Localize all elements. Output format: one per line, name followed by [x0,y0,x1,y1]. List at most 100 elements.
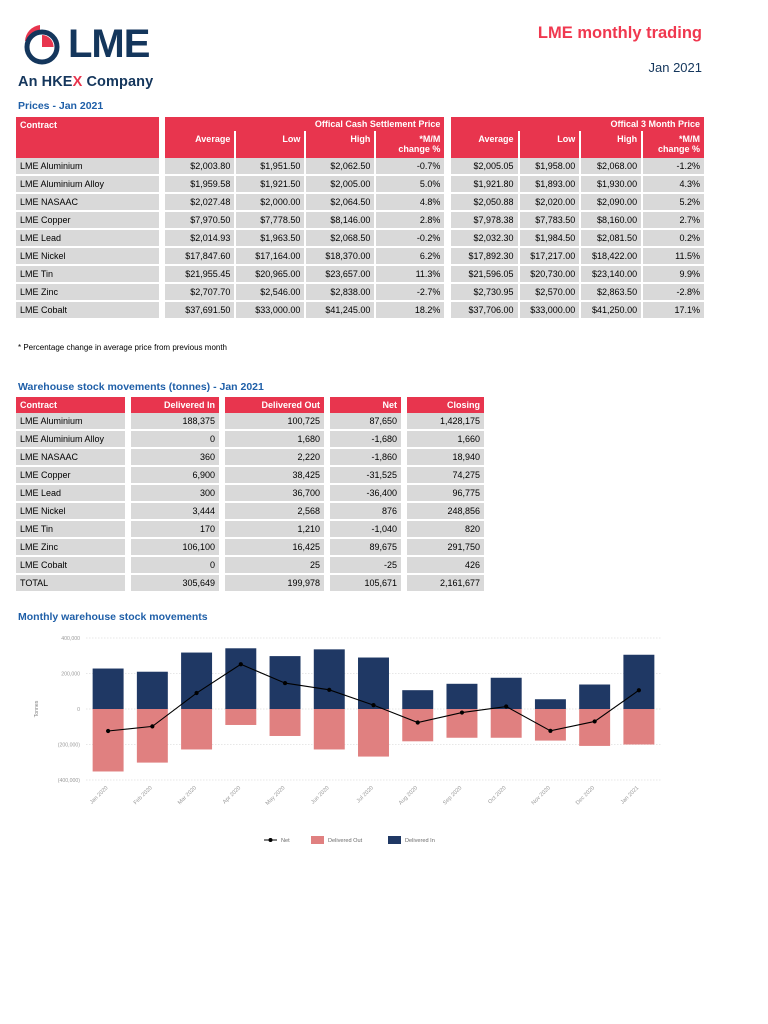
chart-net-marker [327,687,332,692]
warehouse-header-spacer [325,397,330,413]
warehouse-spacer-cell [402,574,407,592]
prices-spacer-cell [445,265,451,283]
prices-value-cell: $20,965.00 [235,265,307,284]
prices-value-cell: 6.2% [375,247,447,266]
prices-value-cell: $37,691.50 [165,301,237,320]
warehouse-spacer-cell [402,430,407,448]
prices-value-cell: $7,970.50 [165,211,237,230]
prices-value-cell: $7,778.50 [235,211,307,230]
prices-value-cell: $2,570.00 [518,283,582,302]
chart-bar-delivered-in [490,677,522,709]
warehouse-value-cell: 300 [131,484,221,503]
prices-value-cell: $2,005.05 [450,158,520,176]
warehouse-contract-cell: LME Zinc [16,538,127,557]
prices-section-title: Prices - Jan 2021 [18,100,104,112]
warehouse-header-net: Net [330,397,403,413]
warehouse-spacer-cell [325,574,330,592]
warehouse-spacer-cell [220,502,225,520]
legend-swatch-delivered-out [311,836,324,844]
warehouse-value-cell: 36,700 [225,484,326,503]
prices-subheader-cash-average: Average [165,131,237,158]
chart-bar-delivered-out [490,709,522,738]
warehouse-header-spacer [402,397,407,413]
chart-net-marker [415,720,420,725]
warehouse-value-cell: -1,040 [330,520,403,539]
prices-value-cell: 11.5% [642,247,704,266]
prices-subheader-cash-low: Low [235,131,307,158]
prices-subheader-3m-average: Average [450,131,520,158]
warehouse-spacer-cell [325,448,330,466]
chart-bar-delivered-in [402,690,434,709]
prices-value-cell: $17,847.60 [165,247,237,266]
prices-value-cell: $2,020.00 [518,193,582,212]
chart-bar-delivered-out [358,709,389,757]
warehouse-value-cell: 1,428,175 [407,413,484,431]
prices-spacer-cell [160,175,166,193]
prices-value-cell: $2,838.00 [305,283,377,302]
prices-spacer-cell [160,247,166,265]
prices-table: Contract Offical Cash Settlement Price O… [16,117,704,320]
prices-value-cell: $17,217.00 [518,247,582,266]
chart-xtick-label: Nov 2020 [531,785,552,806]
prices-header-spacer-2 [445,117,451,158]
page-title: LME monthly trading [537,24,702,42]
prices-value-cell: -0.7% [375,158,447,176]
prices-value-cell: $17,164.00 [235,247,307,266]
chart-bar-delivered-out [579,709,611,746]
prices-value-cell: $21,955.45 [165,265,237,284]
prices-contract-cell: LME Nickel [16,247,162,266]
chart-ytick-label: 200,000 [61,672,80,678]
warehouse-value-cell: -31,525 [330,466,403,485]
prices-value-cell: 2.7% [642,211,704,230]
prices-value-cell: $2,707.70 [165,283,237,302]
warehouse-value-cell: 1,210 [225,520,326,539]
prices-value-cell: -2.7% [375,283,447,302]
chart-bar-delivered-out [92,709,124,772]
chart-net-marker [106,728,111,734]
table-row: LME Aluminium 188,375 100,725 87,650 1,428,1… [16,413,484,431]
table-row: LME Nickel $17,847.60 $17,164.00 $18,370.00… [16,247,704,266]
prices-contract-cell: LME Zinc [16,283,162,302]
warehouse-contract-cell: TOTAL [16,574,127,593]
table-row: LME Copper $7,970.50 $7,778.50 $8,146.00 2.8… [16,211,704,230]
prices-spacer-cell [160,211,166,229]
legend-label-delivered-in: Delivered In [405,838,435,844]
warehouse-value-cell: 820 [407,520,484,539]
chart-net-marker [504,704,509,709]
prices-value-cell: $8,160.00 [580,211,644,230]
prices-contract-cell: LME Aluminium Alloy [16,175,162,194]
prices-value-cell: $2,546.00 [235,283,307,302]
prices-spacer-cell [445,229,451,247]
table-row: LME Tin $21,955.45 $20,965.00 $23,657.00 11.… [16,265,704,284]
prices-footnote: * Percentage change in average price fro… [18,343,228,352]
warehouse-contract-cell: LME Aluminium Alloy [16,430,127,449]
prices-value-cell: $23,657.00 [305,265,377,284]
chart-xtick-label: Sep 2020 [442,785,463,806]
prices-value-cell: $1,958.00 [518,158,582,176]
logo-row: LME [18,18,208,70]
report-month: Jan 2021 [648,60,703,75]
table-row: LME Copper 6,900 38,425 -31,525 74,275 [16,466,484,485]
prices-value-cell: $1,959.58 [165,175,237,194]
chart-xtick-label: Aug 2020 [398,785,419,806]
chart-bar-delivered-in [358,657,389,709]
prices-subheader-3m-mm-l2: change % [657,144,700,154]
table-row: LME Aluminium Alloy 0 1,680 -1,680 1,660 [16,430,484,449]
chart-bar-delivered-in [136,671,168,709]
warehouse-header-spacer [220,397,225,413]
warehouse-spacer-cell [126,574,131,592]
chart-xtick-label: Jul 2020 [356,785,375,804]
chart-bar-delivered-out [402,709,434,742]
chart-bar-delivered-in [181,652,213,709]
prices-value-cell: $1,921.50 [235,175,307,194]
warehouse-value-cell: -25 [330,556,403,575]
warehouse-value-cell: 199,978 [225,574,326,593]
table-row: LME Lead $2,014.93 $1,963.50 $2,068.50 -0.2%… [16,229,704,248]
warehouse-value-cell: 87,650 [330,413,403,431]
table-row: LME Nickel 3,444 2,568 876 248,856 [16,502,484,521]
chart-net-marker [282,680,288,686]
prices-value-cell: $7,978.38 [450,211,520,230]
chart-xtick-label: Feb 2020 [133,785,154,806]
chart-net-marker [238,662,243,667]
chart-xtick-label: Mar 2020 [177,785,198,806]
